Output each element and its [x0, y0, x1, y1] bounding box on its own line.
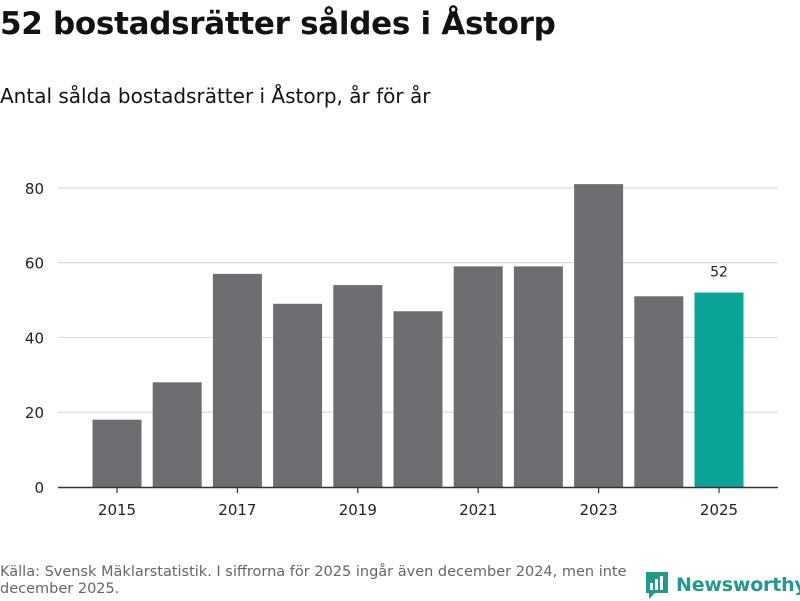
- brand-name: Newsworthy: [676, 574, 800, 596]
- newsworthy-icon: [646, 572, 668, 599]
- data-label: 52: [710, 265, 728, 281]
- bar-2022: [513, 266, 563, 487]
- bar-2025: [694, 292, 744, 487]
- bar-2019: [333, 285, 383, 487]
- bar-2018: [273, 303, 323, 487]
- chart-title: 52 bostadsrätter såldes i Åstorp: [0, 6, 556, 42]
- axes: [58, 486, 778, 493]
- y-tick-label: 80: [25, 180, 44, 198]
- x-tick-label: 2015: [98, 501, 136, 519]
- bar-2023: [574, 184, 624, 487]
- y-tick-label: 0: [34, 479, 44, 497]
- x-tick-label: 2025: [700, 501, 738, 519]
- bar-2020: [393, 311, 443, 487]
- bars: [92, 184, 744, 487]
- bar-2016: [152, 382, 202, 487]
- y-tick-label: 40: [25, 329, 44, 347]
- bar-chart: 0 20 40 60 80 2015 2017 2019 2021 2023 2025 52: [25, 180, 778, 519]
- source-note: Källa: Svensk Mäklarstatistik. I siffror…: [0, 564, 627, 597]
- y-tick-label: 60: [25, 255, 44, 273]
- x-tick-label: 2023: [580, 501, 618, 519]
- bar-2015: [92, 419, 142, 487]
- y-tick-label: 20: [25, 404, 44, 422]
- bar-2017: [212, 273, 262, 487]
- bar-2024: [634, 296, 684, 487]
- labels: 0 20 40 60 80 2015 2017 2019 2021 2023 2025 52: [25, 180, 738, 519]
- bar-2021: [453, 266, 503, 487]
- newsworthy-logo: Newsworthy: [644, 569, 800, 601]
- x-tick-label: 2021: [459, 501, 497, 519]
- x-tick-label: 2019: [339, 501, 377, 519]
- x-tick-label: 2017: [218, 501, 256, 519]
- chart-subtitle: Antal sålda bostadsrätter i Åstorp, år f…: [0, 84, 431, 108]
